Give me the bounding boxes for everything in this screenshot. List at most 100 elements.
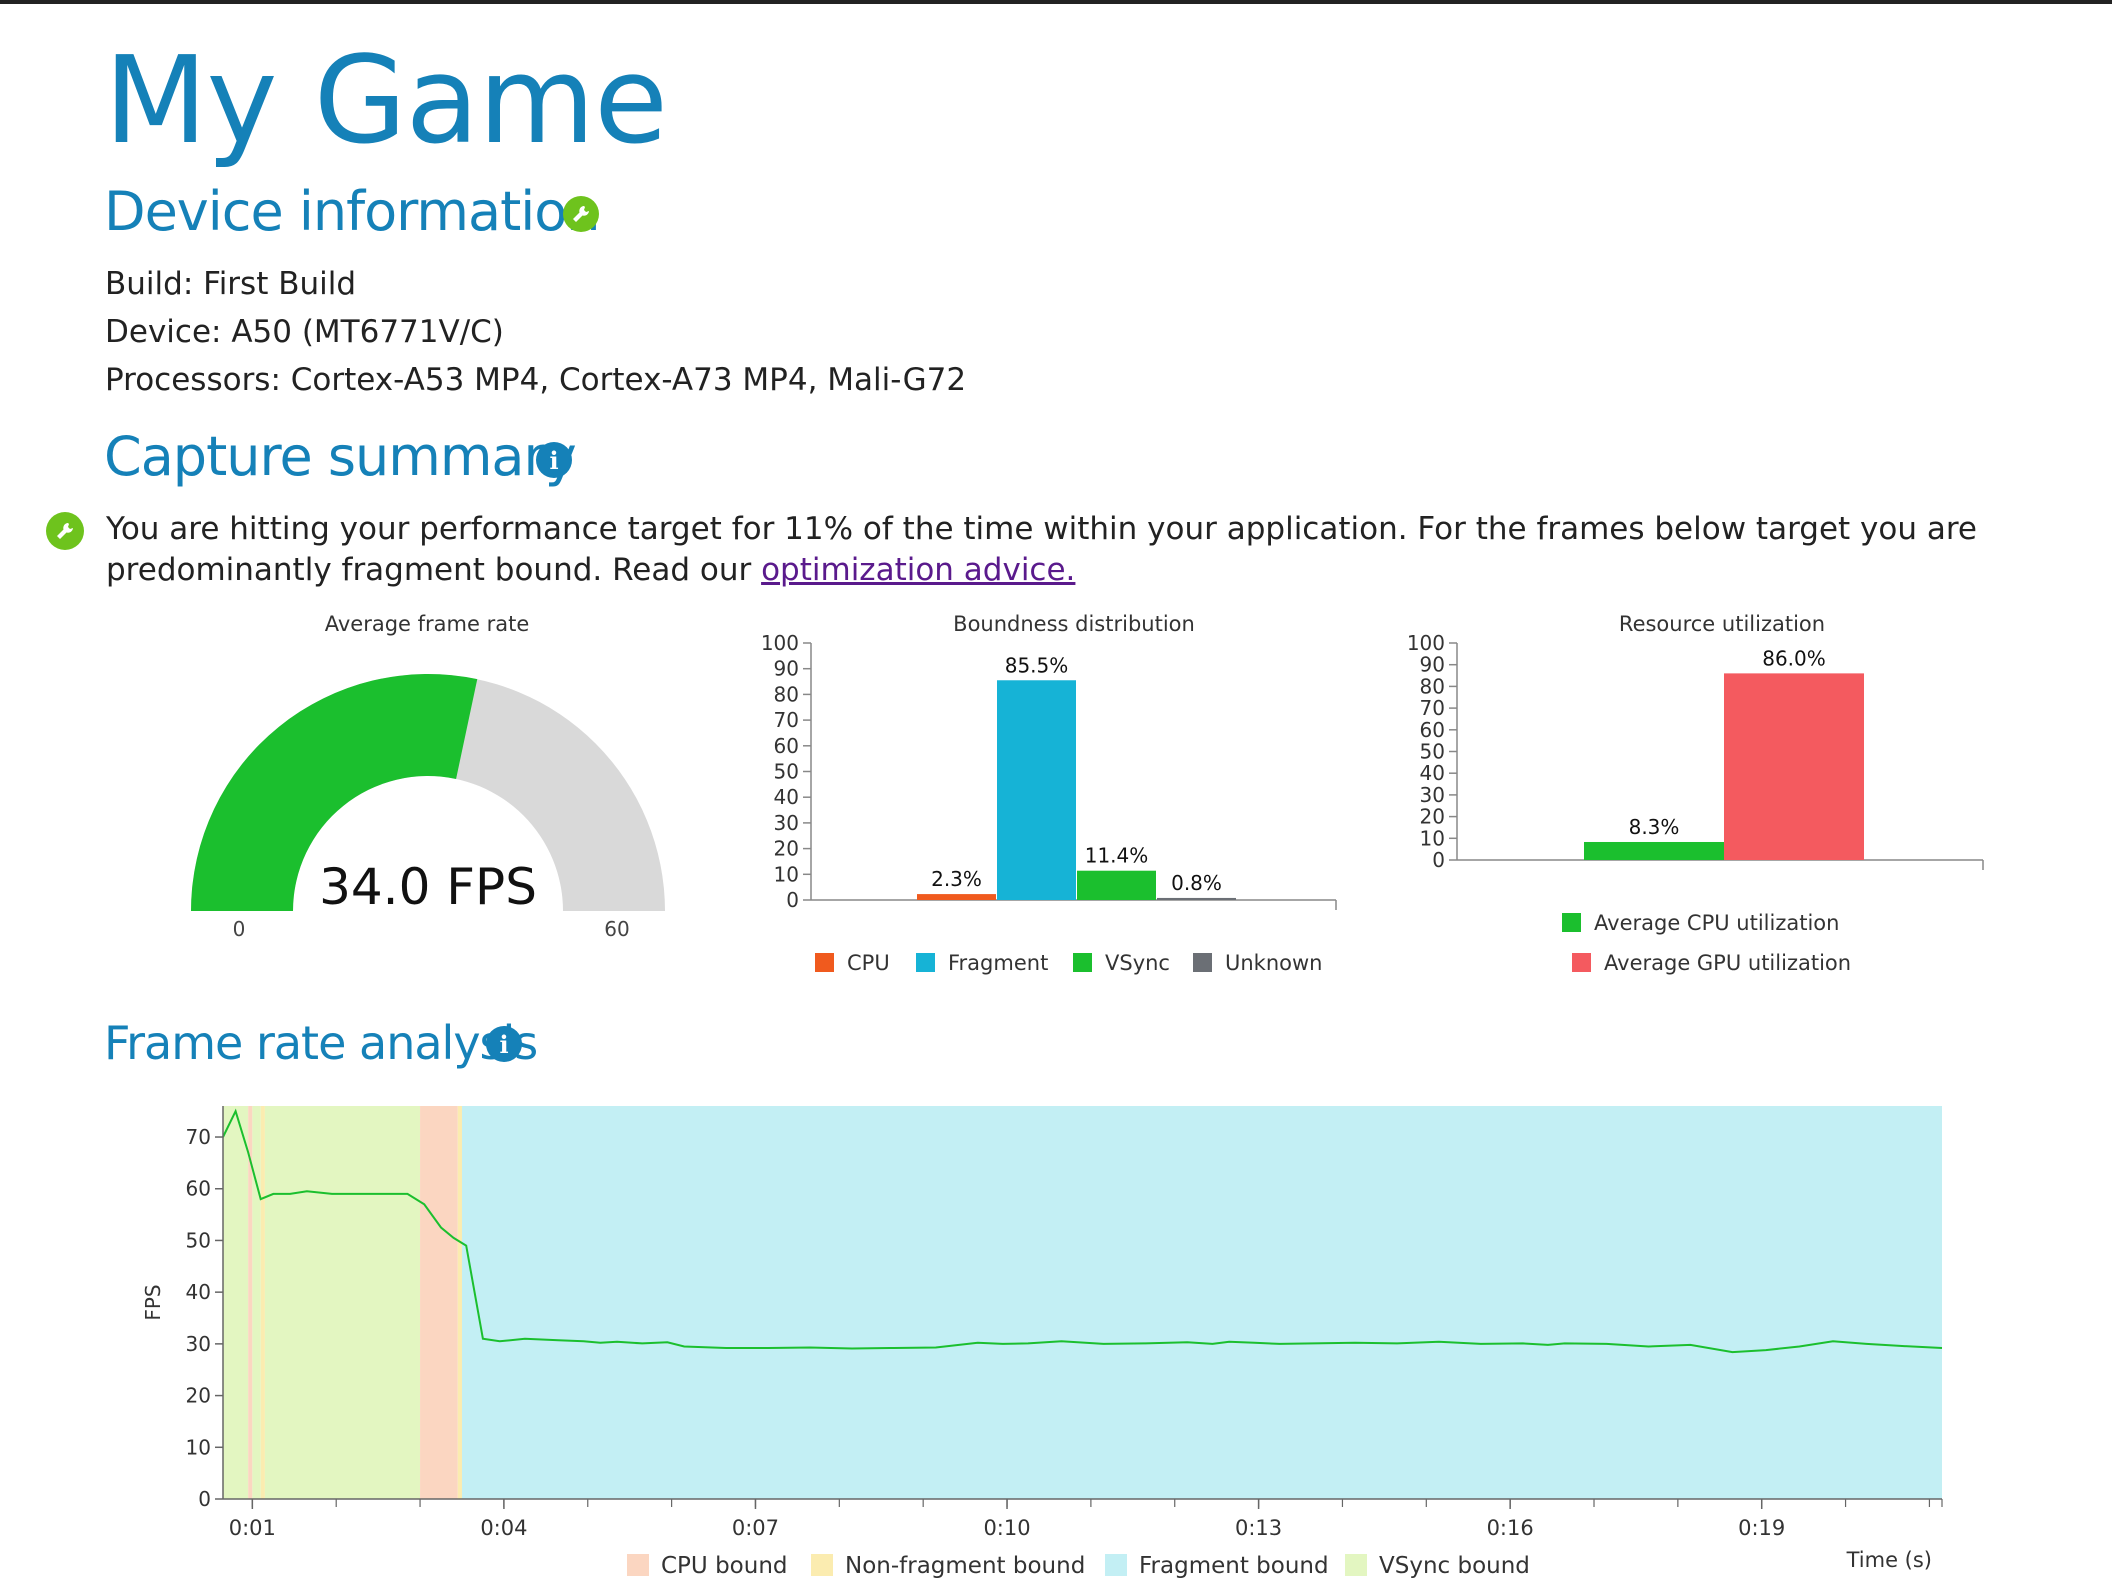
y-tick-label: 10: [186, 1435, 211, 1459]
legend-label: Unknown: [1225, 951, 1322, 975]
legend-swatch: [815, 953, 834, 972]
y-tick-label: 20: [1420, 805, 1445, 829]
band-fragment: [461, 1106, 1943, 1499]
legend-label: CPU bound: [661, 1553, 788, 1579]
gauge-max-label: 60: [604, 917, 629, 941]
bar-average-gpu-utilization: [1724, 673, 1864, 860]
legend-swatch: [1105, 1554, 1127, 1576]
boundness-title: Boundness distribution: [953, 612, 1195, 636]
y-tick-label: 10: [774, 862, 799, 886]
y-tick-label: 100: [761, 631, 799, 655]
y-tick-label: 20: [186, 1384, 211, 1408]
y-tick-label: 30: [186, 1332, 211, 1356]
y-tick-label: 70: [1420, 696, 1445, 720]
bar-cpu: [917, 894, 996, 900]
gauge-title: Average frame rate: [324, 612, 530, 636]
summary-sentence: You are hitting your performance target …: [106, 511, 1977, 588]
bar-average-cpu-utilization: [1584, 841, 1724, 860]
y-tick-label: 40: [186, 1280, 211, 1304]
bar-value-label: 86.0%: [1762, 646, 1826, 670]
band-cpu: [420, 1106, 458, 1499]
legend-swatch: [916, 953, 935, 972]
optimization-advice-link[interactable]: optimization advice.: [761, 552, 1076, 588]
legend-label: Average GPU utilization: [1604, 951, 1851, 975]
legend-swatch: [1345, 1554, 1367, 1576]
legend-swatch: [811, 1554, 833, 1576]
gauge-fill: [191, 674, 478, 911]
y-tick-label: 60: [774, 734, 799, 758]
y-tick-label: 80: [774, 682, 799, 706]
band-nonfragment: [260, 1106, 265, 1499]
x-tick-label: 0:04: [480, 1516, 527, 1540]
y-tick-label: 60: [1420, 718, 1445, 742]
frame-rate-analysis-heading: Frame rate analysis: [104, 1016, 538, 1070]
x-tick-label: 0:07: [732, 1516, 779, 1540]
legend-swatch: [1073, 953, 1092, 972]
legend-swatch: [1572, 953, 1591, 972]
capture-summary-text: You are hitting your performance target …: [106, 509, 1986, 591]
resource-title: Resource utilization: [1618, 612, 1826, 636]
x-tick-label: 0:10: [983, 1516, 1030, 1540]
y-axis-label: FPS: [141, 1284, 165, 1320]
y-tick-label: 50: [774, 760, 799, 784]
legend-label: VSync: [1105, 951, 1170, 975]
legend-label: Average CPU utilization: [1594, 911, 1839, 935]
x-axis-label: Time (s): [1846, 1548, 1932, 1572]
y-tick-label: 80: [1420, 674, 1445, 698]
y-tick-label: 40: [1420, 761, 1445, 785]
frame-rate-gauge: 34.0 FPS 0 60: [191, 674, 665, 941]
y-tick-label: 0: [198, 1487, 211, 1511]
y-tick-label: 70: [186, 1125, 211, 1149]
info-icon[interactable]: i: [536, 442, 572, 478]
bar-unknown: [1157, 897, 1236, 900]
band-nonfragment: [457, 1106, 462, 1499]
frame-rate-chart: 0 10 20 30 40 50 60 70 0:01 0:04 0:07 0:10 0:13 0:16 0…: [141, 1106, 1943, 1579]
x-tick-label: 0:16: [1487, 1516, 1534, 1540]
device-info-device: Device: A50 (MT6771V/C): [105, 314, 504, 350]
legend-label: Non-fragment bound: [845, 1553, 1085, 1579]
bar-vsync: [1077, 870, 1156, 900]
legend-label: VSync bound: [1379, 1553, 1530, 1579]
legend-label: Fragment bound: [1139, 1553, 1329, 1579]
device-info-processors: Processors: Cortex-A53 MP4, Cortex-A73 M…: [105, 362, 967, 398]
gauge-min-label: 0: [233, 917, 246, 941]
bar-fragment: [997, 680, 1076, 900]
y-tick-label: 90: [1420, 653, 1445, 677]
wrench-icon: [46, 512, 84, 550]
device-info-build: Build: First Build: [105, 266, 357, 302]
y-tick-label: 90: [774, 657, 799, 681]
x-tick-label: 0:01: [229, 1516, 276, 1540]
bar-value-label: 85.5%: [1005, 653, 1069, 677]
wrench-icon[interactable]: [563, 196, 599, 232]
device-info-heading: Device information: [104, 180, 601, 243]
band-vsync: [223, 1106, 249, 1499]
capture-summary-heading: Capture summary: [104, 425, 577, 488]
bar-value-label: 2.3%: [931, 867, 982, 891]
legend-swatch: [627, 1554, 649, 1576]
legend-swatch: [1193, 953, 1212, 972]
y-tick-label: 0: [786, 888, 799, 912]
y-tick-label: 50: [186, 1228, 211, 1252]
band-cpu: [248, 1106, 253, 1499]
gauge-value: 34.0 FPS: [319, 858, 537, 916]
fps-line: [222, 1108, 1943, 1354]
band-vsync: [252, 1106, 261, 1499]
y-tick-label: 30: [774, 811, 799, 835]
info-icon[interactable]: i: [486, 1026, 522, 1062]
legend-swatch: [1562, 913, 1581, 932]
y-tick-label: 60: [186, 1177, 211, 1201]
bar-value-label: 11.4%: [1085, 844, 1149, 868]
page-title: My Game: [104, 32, 668, 171]
y-tick-label: 50: [1420, 740, 1445, 764]
band-vsync: [264, 1106, 421, 1499]
y-tick-label: 100: [1407, 631, 1445, 655]
y-tick-label: 20: [774, 837, 799, 861]
x-tick-label: 0:19: [1738, 1516, 1785, 1540]
y-tick-label: 10: [1420, 826, 1445, 850]
y-tick-label: 70: [774, 708, 799, 732]
legend-label: CPU: [847, 951, 890, 975]
y-tick-label: 30: [1420, 783, 1445, 807]
legend-label: Fragment: [948, 951, 1048, 975]
